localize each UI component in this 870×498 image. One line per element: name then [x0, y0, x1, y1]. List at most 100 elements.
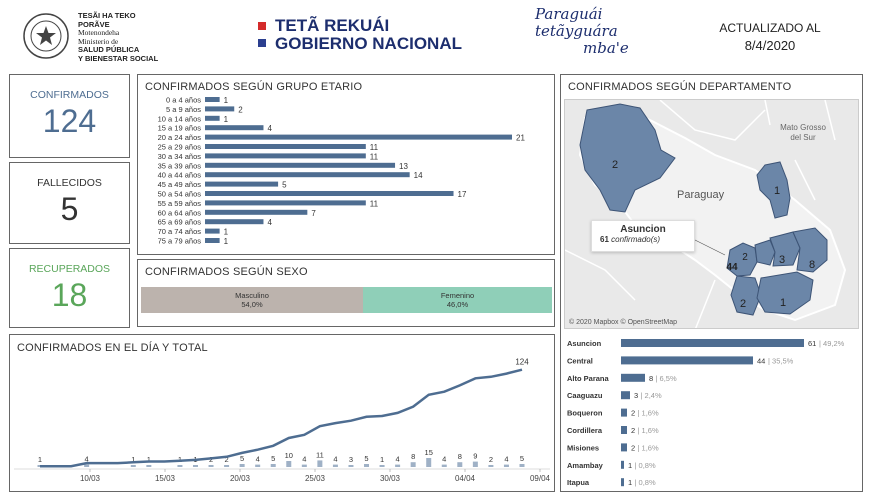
daily-bar[interactable]	[146, 465, 152, 467]
daily-panel-title: CONFIRMADOS EN EL DÍA Y TOTAL	[17, 342, 208, 354]
age-bar[interactable]	[205, 200, 366, 206]
map-region-itapua[interactable]	[756, 271, 814, 315]
dept-map[interactable]: 2 1 44 2 3 8 2 1 Paraguay Mato Grosso de…	[564, 99, 859, 329]
kpi-confirmados-label: CONFIRMADOS	[30, 89, 109, 101]
daily-bar[interactable]	[441, 464, 447, 467]
dept-bar[interactable]	[621, 356, 753, 365]
age-bar[interactable]	[205, 209, 308, 215]
dept-bar[interactable]	[621, 443, 627, 452]
sex-bar-femenino[interactable]: Femenino 46,0%	[363, 287, 552, 313]
daily-tick-label: 09/04	[530, 474, 551, 483]
daily-bar[interactable]	[457, 462, 463, 467]
dept-panel: CONFIRMADOS SEGÚN DEPARTAMENTO 2 1 44 2 …	[560, 74, 863, 492]
daily-tick-label: 10/03	[80, 474, 101, 483]
age-tick-label: 60 a 64 años	[158, 208, 202, 217]
age-value-label: 2	[238, 105, 243, 114]
map-region-alto-parana[interactable]	[792, 227, 828, 273]
daily-bar[interactable]	[410, 462, 416, 467]
dept-bar[interactable]	[621, 426, 627, 434]
daily-value-label: 11	[316, 450, 324, 459]
daily-bar[interactable]	[519, 464, 525, 467]
map-region-misiones[interactable]	[730, 275, 762, 316]
daily-bar[interactable]	[332, 464, 338, 467]
dept-bar[interactable]	[621, 339, 804, 347]
age-bar[interactable]	[205, 238, 220, 243]
age-bar[interactable]	[205, 172, 410, 178]
map-neighbor-label-2: del Sur	[790, 133, 816, 142]
age-panel-title: CONFIRMADOS SEGÚN GRUPO ETARIO	[145, 81, 363, 93]
daily-bar[interactable]	[317, 460, 323, 467]
daily-bar[interactable]	[503, 464, 509, 467]
slogan-line2: tetãyguára	[535, 22, 618, 40]
kpi-fallecidos-value: 5	[60, 191, 79, 227]
daily-bar[interactable]	[84, 464, 90, 467]
updated-date: 8/4/2020	[744, 38, 796, 53]
daily-value-label: 4	[504, 455, 508, 464]
dept-bar[interactable]	[621, 408, 627, 417]
dept-pct-label: | 35,5%	[768, 356, 794, 365]
daily-bar[interactable]	[270, 464, 276, 467]
dept-value-label: 1	[628, 478, 632, 487]
dept-bar[interactable]	[621, 373, 645, 382]
age-value-label: 13	[399, 162, 408, 171]
sex-fem-pct: 46,0%	[446, 300, 469, 309]
daily-value-label: 1	[380, 455, 384, 464]
daily-bar[interactable]	[177, 465, 183, 467]
age-bar[interactable]	[205, 219, 264, 225]
daily-bar[interactable]	[488, 465, 494, 467]
dept-bar[interactable]	[621, 478, 624, 487]
ministry-line5: SALUD PÚBLICA	[78, 45, 140, 54]
daily-tick-label: 20/03	[230, 474, 251, 483]
daily-bar[interactable]	[379, 465, 385, 467]
age-bar[interactable]	[205, 97, 220, 102]
daily-value-label: 4	[442, 455, 446, 464]
total-line[interactable]	[40, 368, 523, 468]
daily-bar[interactable]	[192, 465, 198, 467]
map-region-boqueron[interactable]	[579, 103, 676, 213]
age-bar[interactable]	[205, 153, 366, 159]
daily-bar[interactable]	[239, 464, 245, 467]
sex-fem-label: Femenino	[440, 291, 475, 300]
daily-tick-label: 04/04	[455, 474, 476, 483]
daily-value-label: 8	[411, 452, 415, 461]
dept-bar[interactable]	[621, 391, 630, 400]
daily-bar[interactable]	[286, 461, 292, 467]
age-bar[interactable]	[205, 228, 220, 234]
age-bar[interactable]	[205, 181, 279, 187]
age-bar[interactable]	[205, 115, 220, 121]
age-bar[interactable]	[205, 106, 235, 112]
age-bar[interactable]	[205, 191, 454, 196]
dept-pct-label: | 2,4%	[641, 391, 662, 400]
map-region-amambay[interactable]	[756, 161, 791, 219]
kpi-fallecidos: FALLECIDOS 5	[9, 162, 130, 244]
dept-tick-label: Central	[567, 356, 593, 365]
dept-tick-label: Amambay	[567, 461, 604, 470]
sex-bar-masculino[interactable]: Masculino 54,0%	[141, 287, 363, 313]
daily-bar[interactable]	[255, 464, 261, 467]
slogan: Paraguái tetãyguára mba'e	[535, 6, 635, 57]
age-bar[interactable]	[205, 162, 396, 168]
daily-bar[interactable]	[426, 458, 432, 467]
daily-bar[interactable]	[224, 465, 230, 467]
age-panel: CONFIRMADOS SEGÚN GRUPO ETARIO 0 a 4 año…	[137, 74, 555, 255]
dept-value-label: 2	[631, 409, 635, 418]
dept-pct-label: | 0,8%	[635, 461, 656, 470]
dept-pct-label: | 1,6%	[638, 409, 659, 418]
daily-bar[interactable]	[130, 465, 136, 467]
daily-bar[interactable]	[364, 464, 370, 467]
daily-bar[interactable]	[301, 464, 307, 467]
daily-bar[interactable]	[208, 465, 214, 467]
daily-bar[interactable]	[348, 465, 354, 467]
age-bar[interactable]	[205, 144, 366, 149]
dept-bar[interactable]	[621, 460, 624, 469]
age-bar[interactable]	[205, 125, 264, 131]
map-label-6: 2	[740, 298, 746, 310]
sex-panel: CONFIRMADOS SEGÚN SEXO Masculino 54,0% F…	[137, 259, 555, 327]
daily-bar[interactable]	[472, 461, 478, 467]
age-bar[interactable]	[205, 134, 512, 140]
map-region-cordillera[interactable]	[754, 239, 776, 266]
map-region-central[interactable]	[726, 242, 758, 277]
age-value-label: 5	[282, 181, 287, 190]
daily-bar[interactable]	[395, 464, 401, 467]
age-tick-label: 50 a 54 años	[158, 190, 202, 199]
